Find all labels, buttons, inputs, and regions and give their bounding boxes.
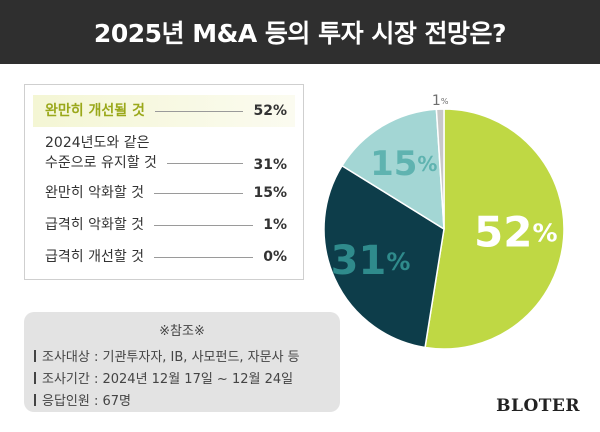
pie-slice-label: 15% (370, 144, 437, 184)
pie-slice (424, 108, 565, 350)
pie-slice (435, 108, 445, 230)
legend-value: 1% (263, 217, 287, 233)
legend-leader-line (154, 110, 244, 112)
legend-item-2: 2024년도와 같은 수준으로 유지할 것 31% (45, 133, 287, 173)
legend-label: 급격히 악화할 것 (45, 217, 145, 233)
legend-leader-line (154, 192, 244, 194)
reference-box: ※참조※ 조사대상 : 기관투자자, IB, 사모펀드, 자문사 등 조사기간 … (24, 312, 340, 412)
pie-slice-label: 31% (331, 238, 411, 284)
reference-text: 응답인원 : 67명 (42, 394, 131, 409)
reference-text: 조사대상 : 기관투자자, IB, 사모펀드, 자문사 등 (42, 350, 300, 365)
pie-slice-label: 52% (474, 207, 558, 256)
legend-value: 0% (263, 249, 287, 265)
legend-value: 52% (253, 103, 287, 119)
reference-line-respondents: 응답인원 : 67명 (34, 390, 131, 409)
reference-title: ※참조※ (159, 324, 205, 339)
bullet-bar-icon (34, 372, 36, 384)
pie-slice-label: 1% (432, 93, 449, 109)
legend-item-3: 완만히 악화할 것 15% (45, 183, 287, 203)
bullet-bar-icon (34, 394, 36, 406)
reference-line-target: 조사대상 : 기관투자자, IB, 사모펀드, 자문사 등 (34, 346, 300, 365)
legend-item-4: 급격히 악화할 것 1% (45, 215, 287, 235)
brand-logo: BLOTER (496, 396, 580, 416)
legend-label: 급격히 개선할 것 (45, 249, 145, 265)
legend-item-5: 급격히 개선할 것 0% (45, 247, 287, 267)
legend-box: 완만히 개선될 것 52% 2024년도와 같은 수준으로 유지할 것 31% … (24, 84, 304, 280)
legend-label: 완만히 개선될 것 (45, 103, 145, 119)
bullet-bar-icon (34, 350, 36, 362)
legend-label: 2024년도와 같은 수준으로 유지할 것 (45, 135, 157, 171)
legend-item-1: 완만히 개선될 것 52% (45, 101, 287, 121)
pie-slice (340, 108, 445, 231)
legend-label: 완만히 악화할 것 (45, 185, 145, 201)
legend-value: 31% (253, 157, 287, 173)
reference-line-period: 조사기간 : 2024년 12월 17일 ~ 12월 24일 (34, 368, 293, 387)
reference-text: 조사기간 : 2024년 12월 17일 ~ 12월 24일 (42, 372, 294, 387)
page-title: 2025년 M&A 등의 투자 시장 전망은? (0, 0, 600, 64)
legend-leader-line (154, 224, 254, 226)
legend-leader-line (166, 163, 244, 164)
legend-value: 15% (253, 185, 287, 201)
legend-leader-line (154, 256, 254, 258)
